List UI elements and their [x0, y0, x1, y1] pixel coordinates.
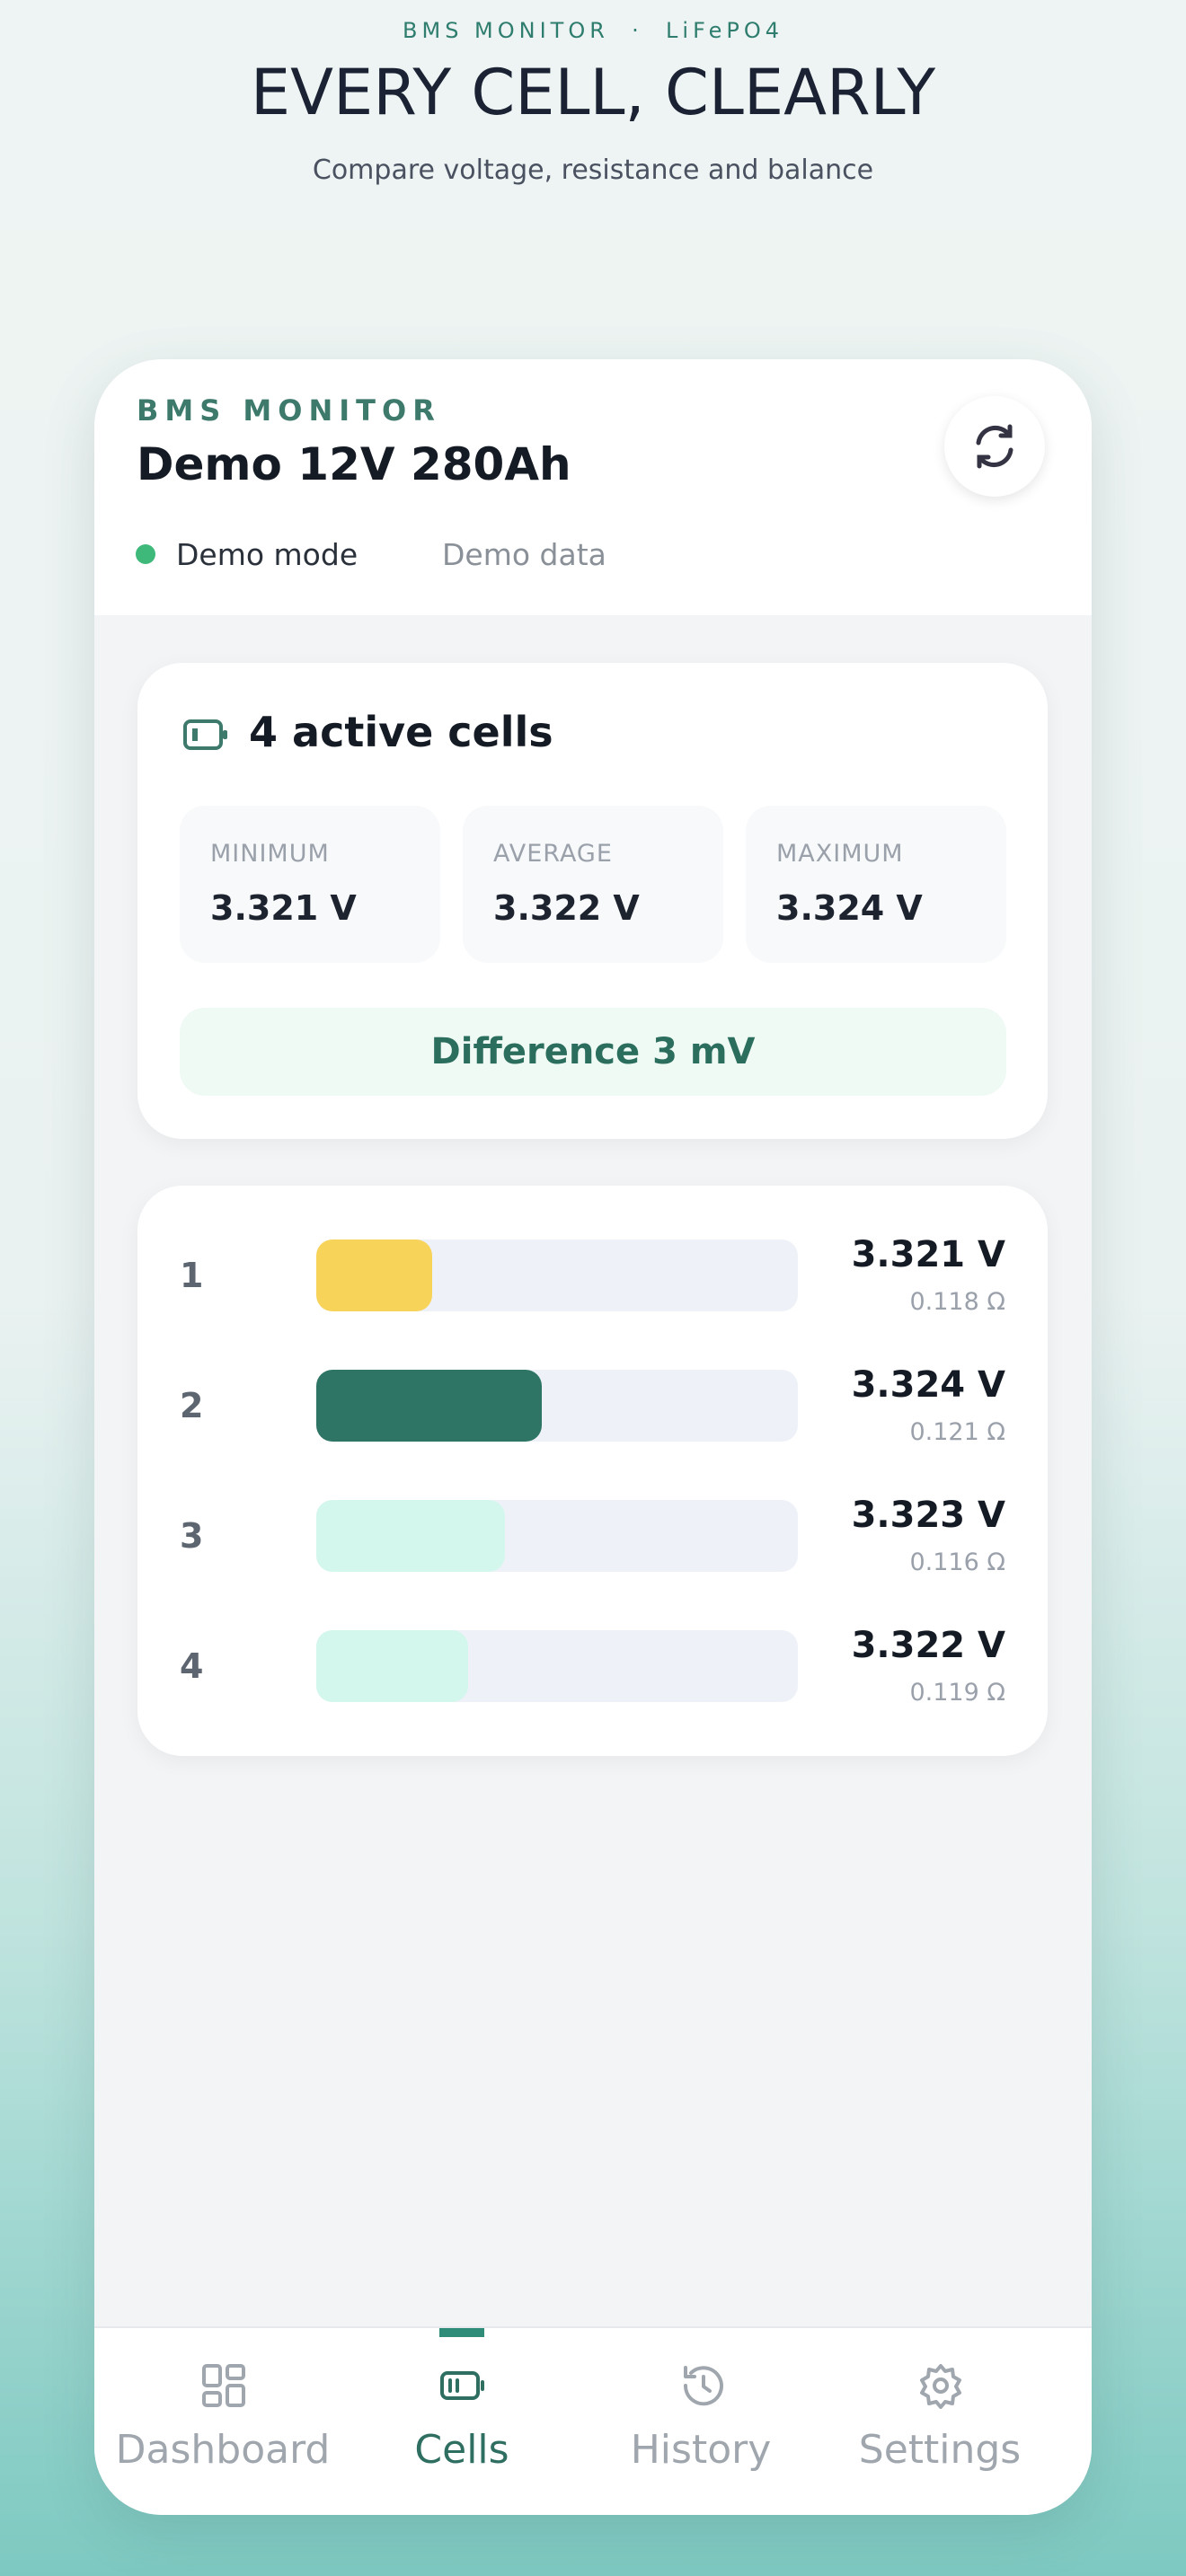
cell-bar	[316, 1500, 506, 1572]
cell-resistance: 0.116 Ω	[909, 1548, 1005, 1576]
bar-track	[316, 1500, 798, 1572]
stat-label: MAXIMUM	[776, 840, 904, 868]
nav-icon	[202, 2364, 245, 2407]
bar-track	[316, 1630, 798, 1702]
summary-title: 4 active cells	[249, 708, 553, 756]
stat-box: MAXIMUM 3.324 V	[746, 806, 1006, 963]
device-name: Demo 12V 280Ah	[137, 438, 571, 490]
status-dot	[136, 544, 155, 564]
bar-track	[316, 1370, 798, 1442]
nav-label: Cells	[414, 2427, 509, 2473]
cell-bar	[316, 1239, 432, 1311]
cell-voltage: 3.322 V	[851, 1625, 1005, 1666]
nav-icon	[440, 2371, 484, 2400]
nav-icon	[920, 2364, 961, 2409]
data-source: Demo data	[442, 537, 606, 572]
cell-index: 3	[180, 1516, 204, 1556]
app-header: BMS MONITOR Demo 12V 280Ah Demo mode Dem…	[94, 359, 1092, 615]
nav-indicator	[439, 2328, 484, 2337]
cell-resistance: 0.121 Ω	[909, 1418, 1005, 1446]
cells-card: 1 3.321 V 0.118 Ω 2 3.324 V 0.121 Ω 3 3.323 V 0.…	[137, 1186, 1048, 1756]
stat-box: AVERAGE 3.322 V	[463, 806, 723, 963]
stat-value: 3.321 V	[210, 888, 357, 928]
refresh-button[interactable]	[944, 396, 1045, 497]
phone-frame: BMS MONITOR Demo 12V 280Ah Demo mode Dem…	[94, 359, 1092, 2515]
cell-bar	[316, 1630, 469, 1702]
cell-voltage: 3.321 V	[851, 1234, 1005, 1275]
headline: EVERY CELL, CLEARLY	[250, 56, 936, 129]
nav-item[interactable]: History	[581, 2328, 820, 2515]
nav-item[interactable]: Dashboard	[103, 2328, 342, 2515]
difference: Difference 3 mV	[180, 1008, 1006, 1096]
cell-bar	[316, 1370, 542, 1442]
cell-index: 2	[180, 1386, 204, 1425]
summary-card: 4 active cells MINIMUM 3.321 V AVERAGE 3.32…	[137, 663, 1048, 1139]
cell-index: 4	[180, 1646, 204, 1686]
stat-box: MINIMUM 3.321 V	[180, 806, 440, 963]
stat-value: 3.322 V	[493, 888, 640, 928]
cell-resistance: 0.118 Ω	[909, 1288, 1005, 1316]
nav-item[interactable]: Settings	[820, 2328, 1059, 2515]
nav-item[interactable]: Cells	[342, 2328, 581, 2515]
cell-voltage: 3.324 V	[851, 1364, 1005, 1406]
bar-track	[316, 1239, 798, 1311]
nav-label: History	[630, 2427, 772, 2473]
nav-label: Dashboard	[115, 2427, 331, 2473]
nav-label: Settings	[858, 2427, 1022, 2473]
subheadline: Compare voltage, resistance and balance	[312, 154, 874, 186]
cell-index: 1	[180, 1256, 204, 1295]
nav-icon	[683, 2366, 723, 2406]
eyebrow: BMS MONITOR · LiFePO4	[403, 18, 783, 43]
status: Demo mode	[176, 537, 358, 572]
stat-value: 3.324 V	[776, 888, 923, 928]
brand: BMS MONITOR	[137, 393, 441, 428]
cell-voltage: 3.323 V	[851, 1495, 1005, 1536]
bottom-nav: Dashboard Cells History Settings	[94, 2326, 1092, 2515]
refresh-icon	[976, 424, 1013, 469]
stat-label: MINIMUM	[210, 840, 330, 868]
cell-resistance: 0.119 Ω	[909, 1679, 1005, 1707]
stat-label: AVERAGE	[493, 840, 613, 868]
battery-icon	[183, 719, 227, 750]
